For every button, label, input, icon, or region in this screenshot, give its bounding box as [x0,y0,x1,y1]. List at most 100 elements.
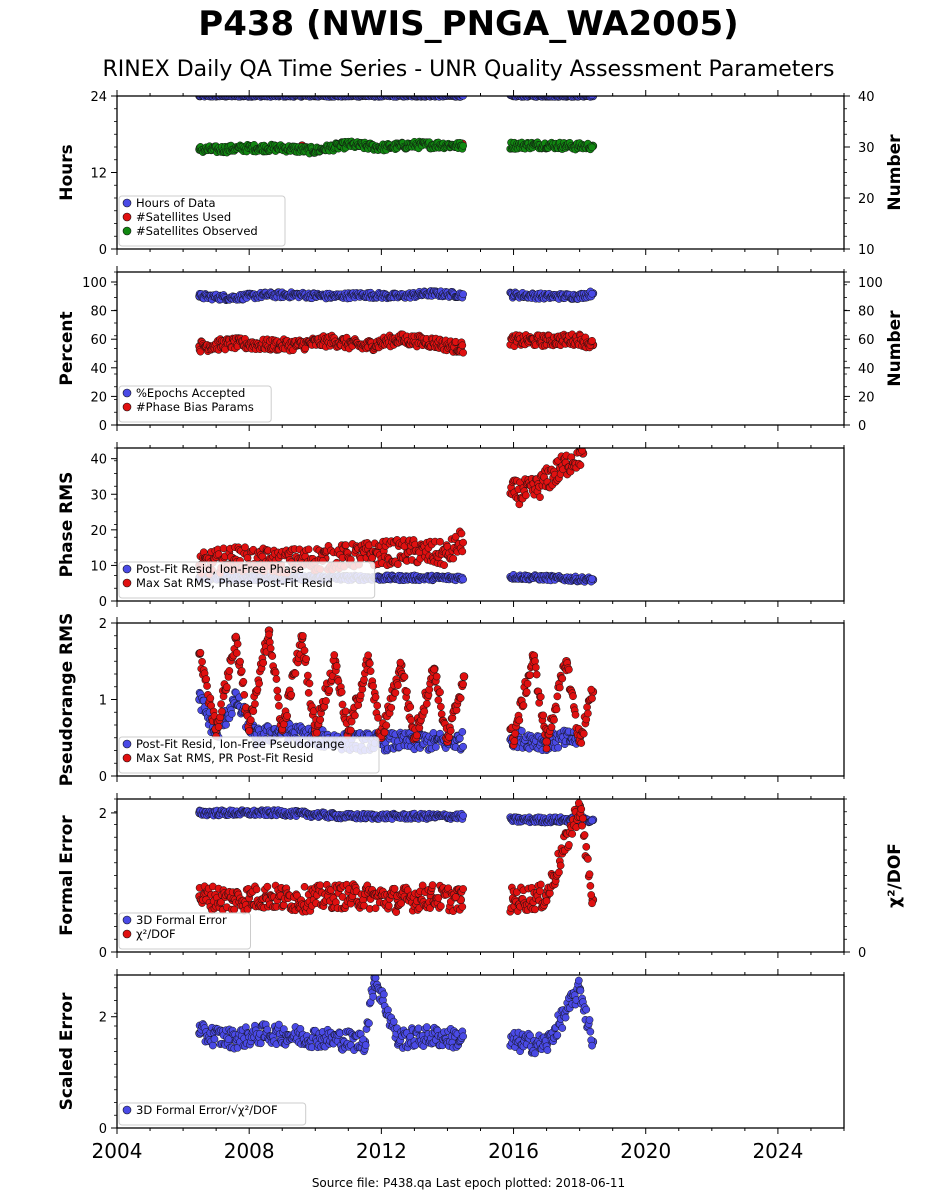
series-3-2 [195,448,588,579]
legend-entry: #Phase Bias Params [136,400,254,414]
y-tick-label: 40 [90,362,107,377]
panel-2: 0 20 40 60 80 100 0 20 40 60 80 100 Percent Number %Ep… [57,266,905,434]
legend-marker [122,915,132,925]
legend-marker [122,226,132,236]
y-tick-label: 40 [90,453,107,468]
y2-tick-label: 80 [858,305,875,320]
page-subtitle: RINEX Daily QA Time Series - UNR Quality… [102,57,835,82]
y2-axis-label: Number [885,134,905,211]
legend-marker [122,578,132,588]
legend-entry: χ²/DOF [136,927,176,941]
x-tick-label: 2016 [488,1139,539,1163]
legend-entry: #Satellites Observed [136,224,258,238]
panel-3: 0 10 20 30 40 Phase RMS Post-Fit Resid, Ion-Fr… [57,442,845,610]
y-tick-label: 30 [90,488,107,503]
y-axis-label: Pseudorange RMS [57,613,77,787]
panel-5-points [195,799,598,916]
series-2-2 [195,330,598,357]
y2-tick-label: 0 [858,419,866,434]
x-tick-label: 2012 [356,1139,407,1163]
legend-entry: Post-Fit Resid, Ion-Free Pseudorange [136,737,344,751]
series-5-2 [195,799,598,916]
legend-entry: %Epochs Accepted [136,386,245,400]
legend-marker [122,564,132,574]
legend: Hours of Data#Satellites Used#Satellites… [118,195,286,247]
y2-tick-label: 40 [858,90,875,105]
series-6-1 [195,975,598,1058]
y2-tick-label: 0 [858,946,866,961]
legend: %Epochs Accepted#Phase Bias Params [118,385,272,423]
series-5-1 [195,806,598,827]
legend: Post-Fit Resid, Ion-Free PseudorangeMax … [118,736,380,774]
y-tick-label: 20 [90,524,107,539]
y-tick-label: 60 [90,333,107,348]
legend-entry: #Satellites Used [136,210,231,224]
y2-tick-label: 40 [858,362,875,377]
y2-axis-label: Number [885,310,905,387]
legend-marker [122,388,132,398]
y-axis-label: Percent [57,311,77,385]
panel-6-points [195,975,598,1058]
series-4-2 [195,626,598,753]
legend-entry: 3D Formal Error/√χ²/DOF [136,1103,278,1117]
series-2-1 [195,287,598,305]
y-tick-label: 10 [90,559,107,574]
y-axis-label: Formal Error [57,815,77,936]
legend: 3D Formal Error/√χ²/DOF [118,1102,307,1126]
panel-1-points [195,96,598,158]
panel-6: 2004 2008 2012 2016 2020 2024 0 2 Scaled Error 3D… [57,969,845,1163]
y-tick-label: 24 [90,90,107,105]
y-tick-label: 20 [90,390,107,405]
y-tick-label: 12 [90,167,107,182]
y-tick-label: 1 [99,694,107,709]
y2-tick-label: 20 [858,192,875,207]
legend-entry: Post-Fit Resid, Ion-Free Phase [136,562,304,576]
legend-entry: Hours of Data [136,196,216,210]
y2-axis-label: χ²/DOF [885,843,905,908]
y-tick-label: 0 [99,1122,107,1137]
source-footer: Source file: P438.qa Last epoch plotted:… [311,1176,626,1190]
panel-4: 0 1 2 Pseudorange RMS Post-Fit Resid, Ion-Fr… [57,613,845,787]
legend-marker [122,402,132,412]
legend-marker [122,212,132,222]
legend-marker [122,753,132,763]
legend-marker [122,1105,132,1115]
y-tick-label: 2 [99,1011,107,1026]
legend-marker [122,739,132,749]
legend-marker [122,929,132,939]
y2-tick-label: 10 [858,243,875,258]
y-axis-label: Scaled Error [57,992,77,1110]
data-point [542,737,551,746]
y-tick-label: 0 [99,419,107,434]
x-tick-label: 2008 [224,1139,275,1163]
y2-tick-label: 30 [858,141,875,156]
y-axis-label: Hours [57,144,77,201]
legend-entry: Max Sat RMS, Phase Post-Fit Resid [136,576,333,590]
y-tick-label: 100 [82,276,107,291]
y2-tick-label: 60 [858,333,875,348]
y-tick-label: 0 [99,595,107,610]
panel-4-points [195,626,598,755]
series-1-3 [195,137,598,158]
x-tick-label: 2024 [752,1139,803,1163]
data-point [459,672,469,681]
panel-2-points [195,287,598,357]
y-tick-label: 2 [99,807,107,822]
x-tick-label: 2020 [620,1139,671,1163]
x-tick-label: 2004 [92,1139,143,1163]
y2-tick-label: 20 [858,390,875,405]
y-tick-label: 0 [99,946,107,961]
y-tick-label: 80 [90,305,107,320]
y-axis-label: Phase RMS [57,472,77,578]
y-tick-label: 2 [99,617,107,632]
legend-marker [122,198,132,208]
series-1-1 [195,96,598,101]
y-tick-label: 0 [99,770,107,785]
y-tick-label: 0 [99,243,107,258]
page-title: P438 (NWIS_PNGA_WA2005) [198,4,739,44]
